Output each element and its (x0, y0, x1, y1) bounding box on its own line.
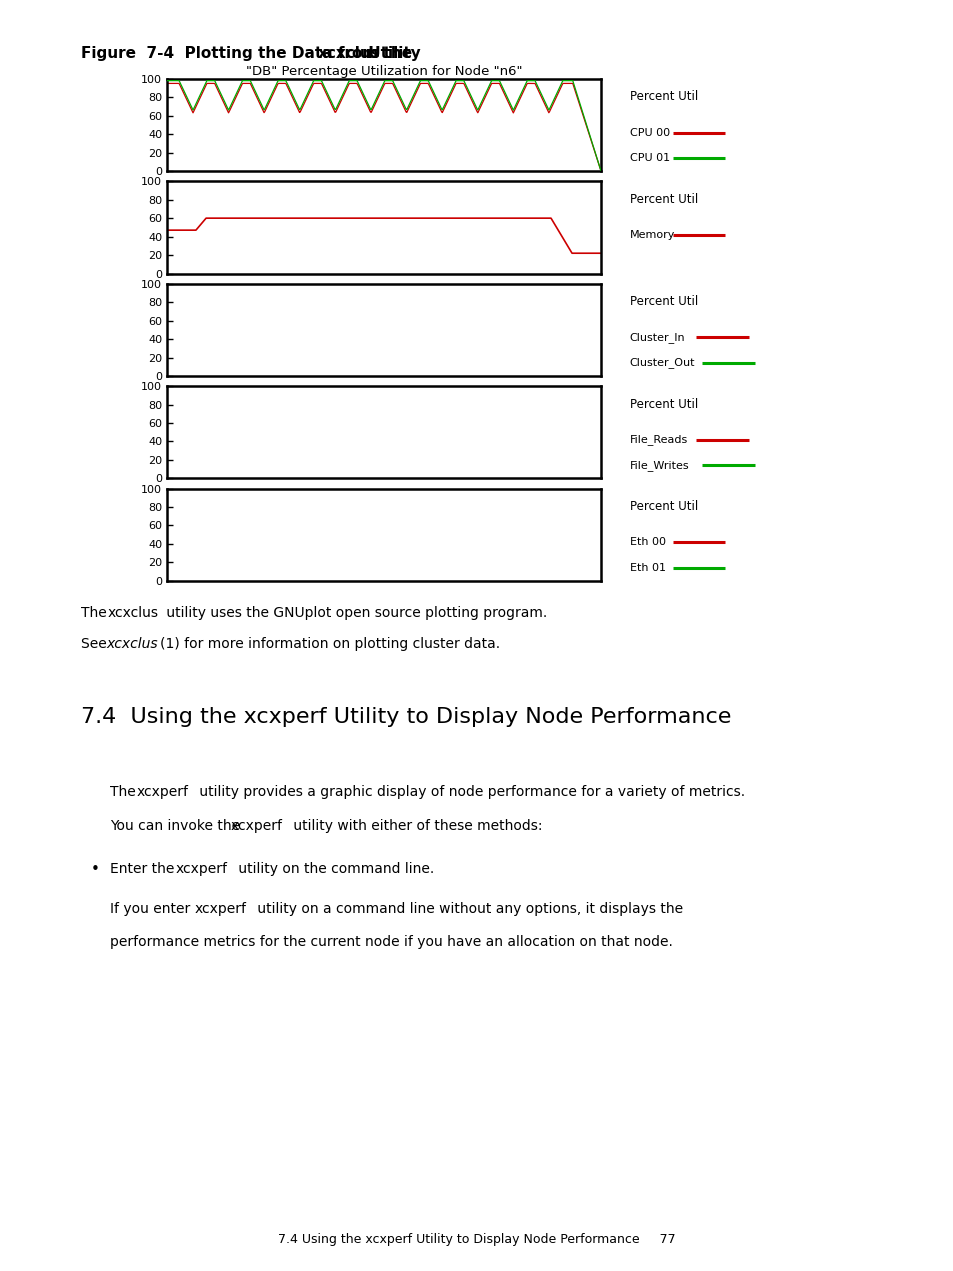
Text: File_Writes: File_Writes (629, 460, 688, 470)
Text: Percent Util: Percent Util (629, 501, 698, 513)
Text: Enter the: Enter the (110, 862, 178, 876)
Text: CPU 00: CPU 00 (629, 127, 669, 137)
Text: (1) for more information on plotting cluster data.: (1) for more information on plotting clu… (160, 637, 500, 651)
Text: Percent Util: Percent Util (629, 193, 698, 206)
Text: Eth 00: Eth 00 (629, 538, 665, 548)
Text: Percent Util: Percent Util (629, 398, 698, 411)
Text: xcxclus: xcxclus (317, 46, 380, 61)
Text: You can invoke the: You can invoke the (110, 819, 244, 833)
Text: See: See (81, 637, 112, 651)
Text: File_Reads: File_Reads (629, 435, 687, 445)
Text: If you enter: If you enter (110, 902, 194, 916)
Text: performance metrics for the current node if you have an allocation on that node.: performance metrics for the current node… (110, 935, 672, 949)
Text: Memory: Memory (629, 230, 675, 240)
Text: CPU 01: CPU 01 (629, 153, 669, 163)
Text: utility provides a graphic display of node performance for a variety of metrics.: utility provides a graphic display of no… (194, 785, 744, 799)
Text: Cluster_Out: Cluster_Out (629, 357, 695, 369)
Text: Figure  7-4  Plotting the Data from the: Figure 7-4 Plotting the Data from the (81, 46, 417, 61)
Text: utility with either of these methods:: utility with either of these methods: (289, 819, 542, 833)
Text: xcxperf: xcxperf (175, 862, 228, 876)
Text: xcxclus: xcxclus (106, 637, 157, 651)
Text: utility uses the GNUplot open source plotting program.: utility uses the GNUplot open source plo… (162, 606, 547, 620)
Text: Utility: Utility (363, 46, 420, 61)
Text: •: • (91, 862, 99, 877)
Text: utility on a command line without any options, it displays the: utility on a command line without any op… (253, 902, 682, 916)
Text: Percent Util: Percent Util (629, 295, 698, 309)
Text: 7.4  Using the xcxperf Utility to Display Node Performance: 7.4 Using the xcxperf Utility to Display… (81, 707, 731, 727)
Text: xcxperf: xcxperf (231, 819, 283, 833)
Text: Eth 01: Eth 01 (629, 563, 665, 573)
Text: utility on the command line.: utility on the command line. (233, 862, 434, 876)
Text: xcxperf: xcxperf (194, 902, 247, 916)
Text: 7.4 Using the xcxperf Utility to Display Node Performance     77: 7.4 Using the xcxperf Utility to Display… (278, 1233, 675, 1246)
Text: Percent Util: Percent Util (629, 90, 698, 103)
Text: Cluster_In: Cluster_In (629, 332, 684, 343)
Text: The: The (110, 785, 140, 799)
Text: The: The (81, 606, 112, 620)
Text: xcxperf: xcxperf (136, 785, 189, 799)
Text: xcxclus: xcxclus (108, 606, 158, 620)
Title: "DB" Percentage Utilization for Node "n6": "DB" Percentage Utilization for Node "n6… (246, 65, 521, 78)
